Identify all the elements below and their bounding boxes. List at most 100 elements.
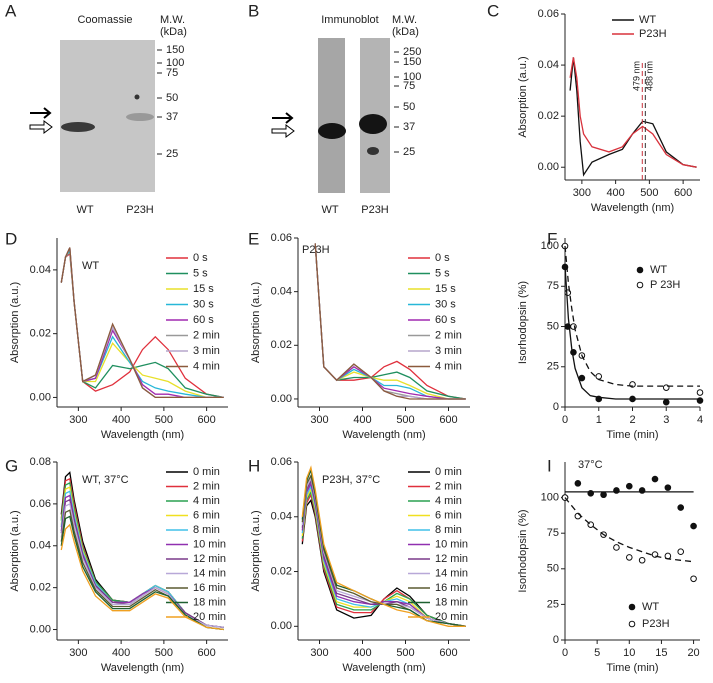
legend-label: 3 min [193, 345, 220, 357]
y-tick-label: 100 [541, 492, 559, 504]
y-axis-label: Absorption (a.u.) [9, 510, 21, 591]
legend-label: P23H [642, 618, 670, 630]
series-line [564, 245, 700, 387]
x-tick-label: 400 [353, 647, 371, 659]
x-tick-label: 600 [439, 647, 457, 659]
y-tick-label: 0.02 [538, 110, 559, 122]
x-axis-label: Wavelength (nm) [101, 429, 184, 441]
legend-label: 60 s [193, 314, 214, 326]
legend-label: 5 s [193, 267, 208, 279]
x-tick-label: 500 [396, 414, 414, 426]
legend-label: 2 min [193, 329, 220, 341]
legend-label: 20 min [435, 611, 468, 623]
legend-label: 14 min [193, 567, 226, 579]
legend-label: 30 s [435, 298, 456, 310]
y-tick-label: 75 [547, 527, 559, 539]
legend-label: 8 min [435, 524, 462, 536]
legend-label: 6 min [435, 509, 462, 521]
y-tick-label: 25 [547, 361, 559, 373]
legend-label: 4 min [435, 495, 462, 507]
peak-label: 479 nm [632, 61, 642, 91]
mw-marker-label: 150 [166, 44, 184, 56]
series-line [60, 515, 224, 631]
y-axis-label: Absorption (a.u.) [9, 282, 21, 363]
x-axis-label: Time (min) [606, 662, 658, 674]
y-tick-label: 0.02 [271, 565, 292, 577]
x-axis-label: Time (min) [606, 429, 658, 441]
series-line [60, 502, 224, 629]
series-line [569, 57, 697, 168]
y-tick-label: 0.00 [271, 393, 292, 405]
x-tick-label: 300 [69, 647, 87, 659]
x-tick-label: 4 [697, 414, 703, 426]
series-line [60, 523, 224, 631]
y-tick-label: 0.06 [538, 8, 559, 20]
gel-band [318, 123, 346, 139]
open-arrow [29, 120, 53, 134]
legend-label: 15 s [435, 283, 456, 295]
y-tick-label: 0.04 [271, 511, 292, 523]
arrow [272, 112, 294, 124]
series-line [314, 243, 466, 400]
lane-label: P23H [126, 204, 154, 216]
legend-label: 0 min [193, 466, 220, 478]
legend-label: 3 min [435, 345, 462, 357]
annotation: WT, 37°C [82, 474, 129, 486]
data-point [625, 554, 633, 561]
gel-spot [134, 94, 140, 100]
legend-label: 12 min [193, 553, 226, 565]
legend-label: 16 min [193, 582, 226, 594]
legend-label: 4 min [193, 495, 220, 507]
x-tick-label: 0 [562, 414, 568, 426]
x-tick-label: 400 [112, 647, 130, 659]
mw-marker-label: 25 [403, 146, 415, 158]
mw-marker-label: 50 [166, 92, 178, 104]
legend-swatch [628, 620, 636, 628]
y-axis-label: Isorhodopsin (%) [517, 281, 529, 364]
gel-band [367, 147, 379, 155]
arrow [30, 107, 52, 119]
panel-letter: F [547, 229, 557, 248]
mw-marker-label: 37 [166, 111, 178, 123]
y-tick-label: 25 [547, 598, 559, 610]
series-line [569, 57, 697, 177]
gel-band [126, 113, 154, 121]
x-tick-label: 500 [155, 414, 173, 426]
legend-label: 4 min [193, 360, 220, 372]
x-tick-label: 3 [663, 414, 669, 426]
legend-label: 60 s [435, 314, 456, 326]
x-tick-label: 500 [396, 647, 414, 659]
mw-marker-label: 50 [403, 101, 415, 113]
y-tick-label: 0 [553, 401, 559, 413]
legend-label: P 23H [650, 279, 680, 291]
legend-label: 14 min [435, 567, 468, 579]
mw-label: (kDa) [392, 26, 419, 38]
legend-swatch [636, 266, 644, 274]
data-point [662, 398, 670, 406]
x-tick-label: 500 [640, 187, 658, 199]
y-tick-label: 0.00 [538, 161, 559, 173]
legend-label: P23H [639, 28, 667, 40]
mw-marker-label: 25 [166, 148, 178, 160]
legend-label: 12 min [435, 553, 468, 565]
mw-marker-label: 150 [403, 56, 421, 68]
x-tick-label: 20 [687, 647, 699, 659]
x-tick-label: 5 [594, 647, 600, 659]
legend-label: 10 min [193, 538, 226, 550]
mw-marker-label: 75 [403, 80, 415, 92]
y-tick-label: 0.00 [30, 623, 51, 635]
legend-label: 20 min [193, 611, 226, 623]
x-tick-label: 400 [112, 414, 130, 426]
x-axis-label: Wavelength (nm) [101, 662, 184, 674]
data-point [578, 374, 586, 382]
lane-label: P23H [361, 204, 389, 216]
legend-label: 0 s [193, 252, 208, 264]
x-tick-label: 600 [674, 187, 692, 199]
gel-image [318, 38, 345, 193]
mw-label: M.W. [160, 14, 185, 26]
x-tick-label: 1 [596, 414, 602, 426]
x-tick-label: 400 [606, 187, 624, 199]
mw-label: M.W. [392, 14, 417, 26]
data-point [574, 480, 582, 487]
y-tick-label: 0 [553, 634, 559, 646]
